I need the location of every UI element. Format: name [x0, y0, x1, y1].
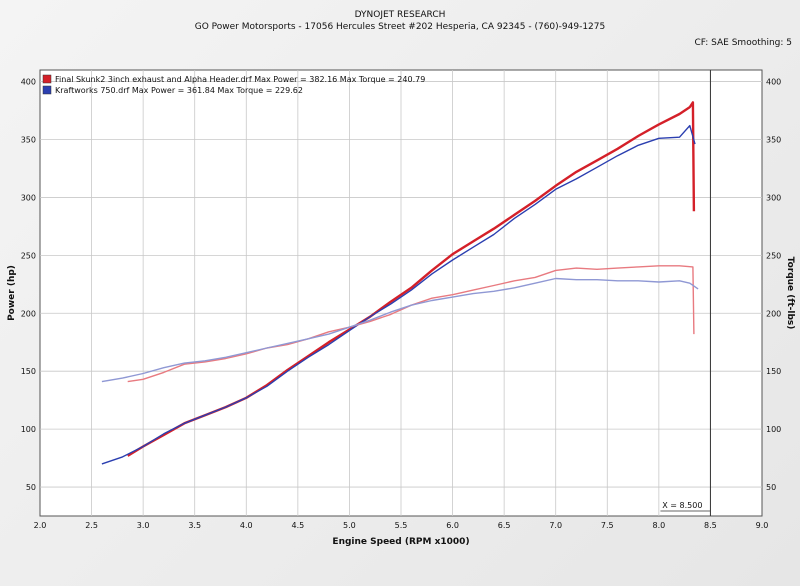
- x-tick-label: 6.0: [446, 521, 459, 530]
- y-tick-label-left: 300: [21, 193, 36, 202]
- series-power-kraftworks: [101, 124, 696, 465]
- x-tick-label: 2.5: [85, 521, 98, 530]
- x-tick-label: 2.0: [34, 521, 47, 530]
- y-tick-label-right: 200: [766, 309, 781, 318]
- y-tick-label-left: 100: [21, 425, 36, 434]
- legend-swatch: [42, 85, 52, 95]
- y-tick-label-right: 300: [766, 193, 781, 202]
- y-tick-label-left: 350: [21, 136, 36, 145]
- y-tick-label-right: 150: [766, 367, 781, 376]
- y-tick-label-right: 50: [766, 483, 776, 492]
- x-tick-label: 6.5: [498, 521, 511, 530]
- x-tick-label: 3.5: [188, 521, 201, 530]
- legend-entry: Final Skunk2 3inch exhaust and Alpha Hea…: [55, 75, 425, 84]
- y-axis-title-right: Torque (ft-lbs): [785, 257, 795, 330]
- x-tick-label: 5.5: [395, 521, 408, 530]
- header-address: GO Power Motorsports - 17056 Hercules St…: [194, 22, 606, 32]
- header-settings: CF: SAE Smoothing: 5: [694, 38, 792, 48]
- y-axis-title-left: Power (hp): [7, 265, 17, 321]
- y-tick-label-right: 350: [766, 136, 781, 145]
- series-torque-skunk2: [127, 265, 695, 383]
- y-tick-label-left: 200: [21, 309, 36, 318]
- x-tick-label: 7.5: [601, 521, 614, 530]
- x-axis-title: Engine Speed (RPM x1000): [332, 537, 469, 547]
- legend-entry: Kraftworks 750.drf Max Power = 361.84 Ma…: [55, 86, 303, 95]
- x-tick-label: 8.5: [704, 521, 717, 530]
- y-tick-label-right: 100: [766, 425, 781, 434]
- x-tick-label: 4.0: [240, 521, 253, 530]
- x-tick-label: 5.0: [343, 521, 356, 530]
- series-torque-kraftworks: [101, 277, 699, 383]
- y-tick-label-left: 250: [21, 251, 36, 260]
- x-tick-label: 3.0: [137, 521, 150, 530]
- y-tick-label-right: 400: [766, 78, 781, 87]
- x-tick-label: 8.0: [652, 521, 665, 530]
- y-tick-label-right: 250: [766, 251, 781, 260]
- y-tick-label-left: 50: [26, 483, 36, 492]
- cursor-label: X = 8.500: [662, 501, 702, 510]
- legend-swatch: [42, 74, 52, 84]
- y-tick-label-left: 400: [21, 78, 36, 87]
- x-tick-label: 4.5: [291, 521, 304, 530]
- x-tick-label: 9.0: [756, 521, 769, 530]
- x-tick-label: 7.0: [549, 521, 562, 530]
- header-company: DYNOJET RESEARCH: [354, 10, 446, 20]
- y-tick-label-left: 150: [21, 367, 36, 376]
